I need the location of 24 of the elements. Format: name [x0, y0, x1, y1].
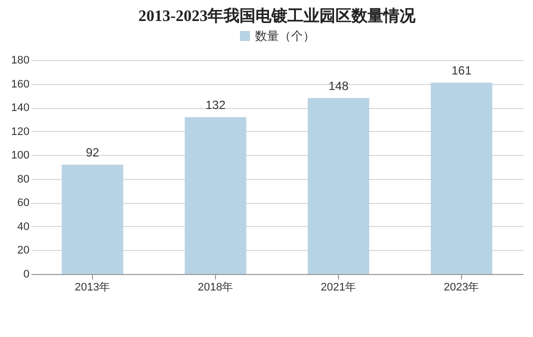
bar [430, 82, 492, 274]
data-label: 161 [451, 64, 472, 78]
y-tick-label: 0 [23, 268, 30, 280]
y-tick-label: 80 [17, 173, 30, 186]
bar [184, 117, 246, 274]
data-label: 92 [86, 146, 100, 160]
x-tick-label: 2013年 [74, 282, 110, 294]
bar [308, 98, 370, 274]
y-tick-label: 120 [11, 126, 30, 138]
x-tick-label: 2018年 [198, 282, 234, 294]
y-tick-label: 100 [11, 150, 30, 162]
x-tick-label: 2021年 [320, 282, 356, 294]
x-tick-label: 2023年 [444, 282, 480, 294]
y-tick-label: 60 [17, 197, 30, 210]
data-label: 148 [328, 79, 349, 94]
data-label: 132 [205, 98, 226, 112]
y-tick-label: 40 [17, 220, 30, 233]
legend-label: 数量（个） [255, 29, 315, 43]
y-tick-label: 160 [11, 78, 30, 90]
bar [62, 164, 124, 274]
y-tick-label: 140 [11, 102, 30, 114]
chart-title: 2013-2023年我国电镀工业园区数量情况 [138, 7, 417, 25]
y-tick-label: 180 [11, 54, 30, 66]
y-tick-label: 20 [17, 244, 30, 257]
